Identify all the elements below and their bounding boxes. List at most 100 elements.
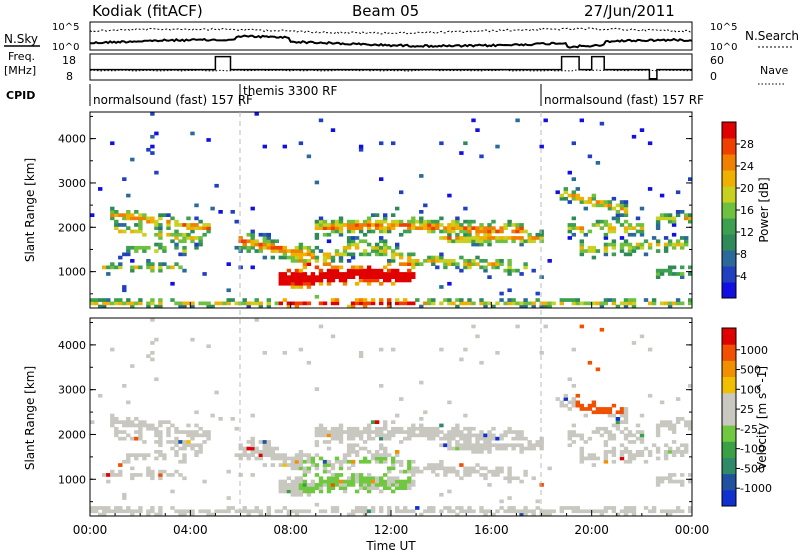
- power-cell: [182, 239, 187, 244]
- velocity-cell: [680, 479, 685, 484]
- power-cell: [170, 281, 175, 286]
- velocity-cell: [655, 450, 661, 454]
- velocity-cell: [579, 453, 584, 457]
- velocity-cell: [118, 506, 123, 510]
- power-cell: [439, 236, 444, 240]
- velocity-cell: [475, 440, 480, 444]
- power-cell: [154, 131, 159, 136]
- velocity-cell: [262, 351, 267, 355]
- power-cell: [479, 236, 484, 240]
- velocity-cell: [511, 506, 516, 510]
- power-cell: [403, 301, 408, 306]
- velocity-cell: [374, 479, 380, 484]
- power-cell: [631, 298, 637, 302]
- power-cell: [635, 216, 641, 221]
- velocity-cell: [154, 433, 159, 438]
- power-cell: [234, 219, 239, 224]
- power-cell: [655, 249, 661, 253]
- power-cell: [258, 245, 263, 250]
- velocity-cell: [202, 479, 207, 484]
- power-cell: [575, 301, 580, 306]
- velocity-cell: [262, 443, 267, 448]
- velocity-cell: [174, 430, 179, 434]
- velocity-cell: [134, 430, 139, 434]
- power-cell: [535, 291, 540, 296]
- velocity-cell: [362, 483, 368, 487]
- freq-panel: Freq. [MHz] 18 8 60 0 Nave: [4, 50, 788, 85]
- power-cell: [178, 223, 183, 227]
- velocity-cell: [142, 440, 147, 444]
- velocity-cell: [282, 459, 287, 464]
- power-cell: [599, 226, 605, 230]
- velocity-cell: [591, 400, 597, 405]
- power-cell: [374, 219, 380, 224]
- power-cell: [338, 255, 344, 260]
- power-cell: [366, 252, 372, 257]
- velocity-cell: [290, 509, 296, 514]
- power-cell: [391, 226, 396, 230]
- power-cell: [579, 252, 584, 257]
- velocity-cell: [407, 430, 412, 434]
- velocity-cell: [503, 433, 508, 438]
- power-cell: [94, 301, 99, 306]
- power-cell: [206, 304, 211, 309]
- power-cell: [238, 265, 243, 270]
- power-cell: [298, 252, 304, 257]
- power-cell: [487, 262, 492, 266]
- power-cell: [507, 272, 512, 276]
- power-cell: [499, 298, 504, 302]
- power-cell: [599, 301, 605, 306]
- power-cell: [314, 275, 320, 279]
- power-cell: [527, 232, 532, 237]
- velocity-cell: [130, 453, 135, 457]
- velocity-cell: [575, 506, 580, 510]
- velocity-cell: [182, 430, 187, 434]
- power-cell: [383, 272, 388, 276]
- power-cell: [174, 236, 179, 240]
- power-cell: [174, 232, 179, 237]
- velocity-cell: [491, 433, 496, 438]
- power-cell: [262, 255, 267, 260]
- power-cell: [591, 223, 597, 227]
- power-cell: [579, 118, 584, 123]
- power-cell: [447, 298, 452, 302]
- velocity-cell: [451, 469, 456, 474]
- velocity-cell: [158, 512, 163, 517]
- power-cell: [591, 249, 597, 253]
- velocity-cell: [607, 450, 613, 454]
- velocity-cell: [146, 509, 151, 514]
- power-cell: [358, 229, 364, 234]
- velocity-cell: [134, 473, 139, 477]
- power-cell: [387, 262, 392, 266]
- velocity-cell: [495, 466, 500, 471]
- velocity-cell: [583, 407, 588, 411]
- power-cell: [106, 301, 111, 306]
- velocity-cell: [346, 433, 352, 438]
- velocity-cell: [619, 407, 625, 411]
- power-cell: [350, 304, 356, 309]
- velocity-cell: [467, 433, 472, 438]
- velocity-cell: [395, 430, 400, 434]
- power-cell: [671, 216, 677, 221]
- velocity-cell: [379, 426, 384, 431]
- velocity-cell: [627, 430, 633, 434]
- power-cell: [667, 216, 673, 221]
- velocity-cell: [122, 420, 127, 424]
- power-cell: [667, 219, 673, 224]
- freq-trace: [90, 55, 692, 80]
- power-cell: [423, 223, 428, 227]
- ytick-label: 1000: [58, 266, 86, 279]
- power-cell: [330, 278, 336, 283]
- power-cell: [451, 259, 456, 263]
- colorbar-swatch: [722, 328, 736, 345]
- velocity-cell: [379, 476, 384, 481]
- power-cell: [595, 200, 601, 204]
- velocity-cell: [250, 450, 255, 454]
- velocity-cell: [194, 410, 199, 415]
- velocity-cell: [379, 456, 384, 461]
- velocity-cell: [174, 443, 179, 448]
- colorbar-swatch: [722, 202, 736, 219]
- power-cell: [431, 229, 436, 234]
- power-cell: [379, 141, 384, 146]
